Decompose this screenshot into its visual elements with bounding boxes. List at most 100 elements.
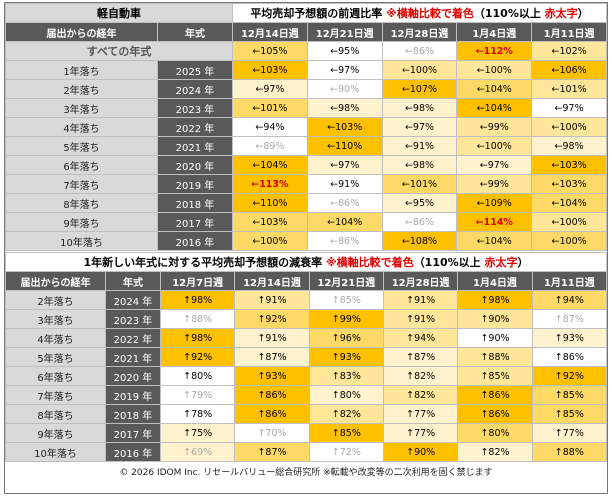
ratio-cell: ←86% [381,212,458,232]
age: 2年落ち [5,290,106,310]
data-row: 9年落ち 2017 年 ←103% ←104% ←86% ←114% ←100% [5,212,607,232]
column-header: 12月21日週 [308,271,384,291]
column-header: 12月28日週 [382,271,459,291]
title-part: 1年新しい年式に対する平均売却予想額の減衰率 [83,256,326,269]
decay-cell: ↑77% [382,423,459,443]
header-row: 届出からの経年 年式 12月14日週 12月21日週 12月28日週 1月4日週 1月11日… [5,22,607,42]
decay-cell: ↑91% [234,290,310,310]
title-row: 軽自動車 平均売却予想額の前週比率 ※横軸比較で着色（110%以上 赤太字） [5,3,607,23]
year: 2023 年 [105,309,161,329]
age: 4年落ち [5,328,106,348]
age: 6年落ち [5,155,158,175]
ratio-cell: ←104% [232,155,308,175]
ratio-cell: ←100% [531,117,607,137]
age: 1年落ち [5,60,158,80]
ratio-cell: ←94% [232,117,308,137]
age: 5年落ち [5,136,158,156]
table-title: 平均売却予想額の前週比率 ※横軸比較で着色（110%以上 赤太字） [232,3,607,23]
ratio-cell: ←86% [381,41,458,61]
ratio-cell: ←104% [456,79,533,99]
ratio-cell: ←97% [232,79,308,99]
column-header: 12月14日週 [234,271,310,291]
age: 7年落ち [5,385,106,405]
year: 2017 年 [157,212,233,232]
data-row: 2年落ち 2024 年 ↑98% ↑91% ↑85% ↑91% ↑98% ↑94% [5,290,608,310]
ratio-cell: ←104% [306,212,383,232]
ratio-cell: ←104% [456,231,533,251]
column-header: 届出からの経年 [5,22,158,42]
column-header: 12月21日週 [306,22,383,42]
week-ratio-table: 軽自動車 平均売却予想額の前週比率 ※横軸比較で着色（110%以上 赤太字） 届出か… [5,3,607,251]
decay-cell: ↑86% [234,385,310,405]
data-row: 10年落ち 2016 年 ←100% ←86% ←108% ←104% ←100% [5,231,607,251]
ratio-cell: ←107% [381,79,458,99]
decay-cell: ↑85% [308,290,384,310]
ratio-cell: ←97% [456,155,533,175]
year: 2021 年 [105,347,161,367]
decay-cell: ↑91% [382,290,459,310]
decay-cell: ↑87% [234,442,310,462]
ratio-cell: ←101% [531,79,607,99]
column-header: 12月14日週 [232,22,308,42]
decay-cell: ↑87% [382,347,459,367]
ratio-cell: ←97% [306,155,383,175]
ratio-cell: ←100% [531,231,607,251]
ratio-cell: ←101% [232,98,308,118]
age: 3年落ち [5,98,158,118]
year: 2018 年 [157,193,233,213]
ratio-cell: ←103% [232,60,308,80]
title-part: 赤太字 [484,256,518,269]
ratio-cell: ←103% [531,174,607,194]
title-part: 平均売却予想額の前週比率 [250,7,387,20]
title-part: （110%以上 [473,7,545,20]
year: 2018 年 [105,404,161,424]
year: 2021 年 [157,136,233,156]
ratio-cell: ←113% [232,174,308,194]
data-row: 1年落ち 2025 年 ←103% ←97% ←100% ←100% ←106% [5,60,607,80]
footer: © 2026 IDOM Inc. リセールバリュー総合研究所 ※転載や改変等の二… [119,468,493,478]
ratio-cell: ←106% [531,60,607,80]
year: 2020 年 [105,366,161,386]
column-header: 12月7日週 [159,271,236,291]
year: 2022 年 [105,328,161,348]
age: 5年落ち [5,347,106,367]
ratio-cell: ←103% [531,155,607,175]
decay-cell: ↑80% [457,423,533,443]
ratio-cell: ←104% [531,193,607,213]
decay-cell: ↑85% [457,366,533,386]
decay-cell: ↑93% [234,366,310,386]
ratio-cell: ←98% [531,136,607,156]
ratio-cell: ←101% [381,174,458,194]
age: 9年落ち [5,212,158,232]
data-row: 8年落ち 2018 年 ←110% ←86% ←95% ←109% ←104% [5,193,607,213]
decay-cell: ↑82% [308,404,384,424]
age: 9年落ち [5,423,106,443]
decay-cell: ↑94% [531,290,608,310]
ratio-cell: ←108% [381,231,458,251]
ratio-cell: ←104% [456,98,533,118]
decay-cell: ↑90% [457,309,533,329]
decay-cell: ↑77% [382,404,459,424]
decay-cell: ↑85% [531,385,608,405]
ratio-cell: ←110% [306,136,383,156]
year: 2025 年 [157,60,233,80]
decay-cell: ↑86% [531,347,608,367]
report: 軽自動車 平均売却予想額の前週比率 ※横軸比較で着色（110%以上 赤太字） 届出か… [4,2,608,494]
data-row: 10年落ち 2016 年 ↑69% ↑87% ↑72% ↑90% ↑82% ↑88% [5,442,608,462]
ratio-cell: ←97% [381,117,458,137]
data-row: 2年落ち 2024 年 ←97% ←90% ←107% ←104% ←101% [5,79,607,99]
age: 4年落ち [5,117,158,137]
data-row: 8年落ち 2018 年 ↑78% ↑86% ↑82% ↑77% ↑86% ↑85% [5,404,608,424]
decay-cell: ↑82% [382,366,459,386]
column-header: 年式 [105,271,161,291]
decay-cell: ↑86% [457,404,533,424]
age: 3年落ち [5,309,106,329]
decay-cell: ↑94% [382,328,459,348]
decay-cell: ↑91% [234,328,310,348]
ratio-cell: ←100% [456,60,533,80]
ratio-cell: ←86% [306,231,383,251]
ratio-cell: ←98% [381,155,458,175]
age: 8年落ち [5,193,158,213]
ratio-cell: ←100% [456,136,533,156]
ratio-cell: ←102% [531,41,607,61]
